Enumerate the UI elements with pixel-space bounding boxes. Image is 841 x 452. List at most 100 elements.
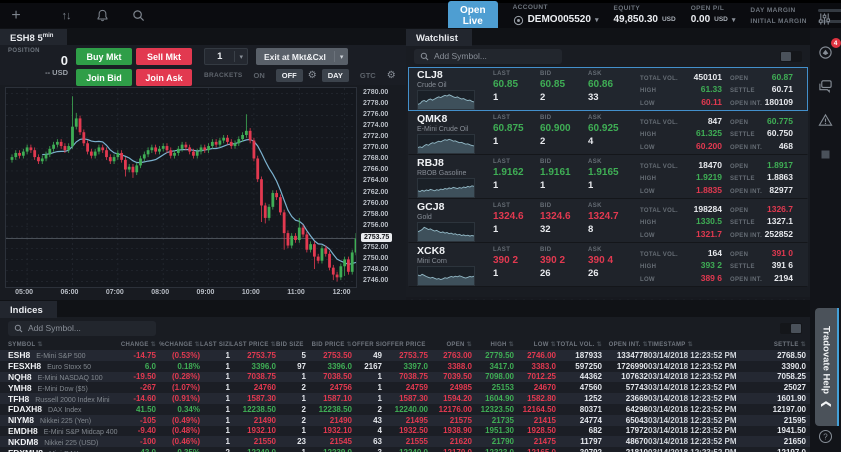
watchlist-stats-volume: TOTAL VOL. 164 HIGH 393 2 LOW 389 6	[640, 246, 730, 286]
tab-watchlist[interactable]: Watchlist	[406, 29, 472, 46]
open-live-button[interactable]: Open Live	[448, 0, 498, 31]
tab-esh8-5min[interactable]: ESH8 5min	[0, 28, 68, 46]
settings-sliders-icon[interactable]	[814, 9, 834, 29]
community-globe-icon[interactable]: 4	[816, 38, 841, 62]
timestamp-cell: 03/14/2018 12:23:52 PM	[648, 448, 766, 452]
table-row[interactable]: FDAXH8 DAX Index 41.50 0.34% 1 12238.50 2 12238…	[0, 403, 810, 415]
stat-value: 1.8863	[767, 172, 793, 183]
open-cell: 24985	[449, 383, 472, 393]
add-workspace-icon[interactable]: +	[11, 6, 21, 24]
table-row[interactable]: TFH8 Russell 2000 Index Mini -14.60 (0.91%)…	[0, 393, 810, 404]
symbol-cell: FDAXH8 DAX Index	[8, 404, 116, 414]
column-header-open-int-[interactable]: OPEN INT. ⇅	[608, 342, 648, 348]
exit-at-mkt-button[interactable]: Exit at Mkt&Cxl ▾	[256, 48, 349, 65]
column-header-open[interactable]: OPEN ⇅	[446, 342, 472, 348]
bid-size-cell: 2	[301, 383, 306, 393]
indices-view-toggle[interactable]	[780, 322, 802, 334]
column-header-change[interactable]: CHANGE ⇅	[120, 342, 156, 348]
stat-label: LOW	[640, 276, 655, 283]
watchlist-panel: Watchlist Add Symbol... CLJ8 Crude Oil LAS…	[406, 28, 810, 297]
settle-cell: 12197.00	[772, 404, 806, 414]
last-price: 1.9162	[493, 167, 524, 178]
table-row[interactable]: NIYM8 Nikkei 225 (Yen) -105 (0.49%) 1 21490 2 2…	[0, 414, 810, 426]
watchlist-row[interactable]: CLJ8 Crude Oil LAST 60.85 1 BID 60.85 2 ASK 60.86…	[408, 67, 808, 111]
stop-square-icon[interactable]	[816, 144, 836, 164]
gear-icon[interactable]: ⚙	[386, 69, 396, 81]
watchlist-row[interactable]: QMK8 E-Mini Crude Oil LAST 60.875 1 BID 60.900…	[408, 111, 808, 155]
chart-price-axis[interactable]: 2780.00 2778.00 2776.00 2774.00 2772.00 2770.…	[360, 87, 406, 288]
column-header-last-price[interactable]: LAST PRICE ⇅	[230, 342, 276, 348]
table-row[interactable]: ESH8 E-Mini S&P 500 -14.75 (0.53%) 1 2753.75 5…	[0, 350, 810, 361]
column-header-low[interactable]: LOW ⇅	[533, 342, 556, 348]
column-header-bid-price[interactable]: BID PRICE ⇅	[311, 342, 352, 348]
exit-label: Exit at Mkt&Cxl	[264, 51, 326, 62]
column-header--change[interactable]: %CHANGE ⇅	[159, 342, 200, 348]
settle-cell: 1601.90	[777, 394, 806, 404]
table-row[interactable]: NQH8 E-Mini NASDAQ 100 -19.50 (0.28%) 1 7038.…	[0, 371, 810, 383]
settle-cell: 21650	[783, 437, 806, 447]
column-header-bid-size[interactable]: BID SIZE⇅	[276, 341, 306, 348]
notifications-bell-icon[interactable]	[92, 6, 112, 26]
open-pl-readout[interactable]: OPEN P/L 0.00 USD ▾	[691, 5, 736, 26]
quantity-selector[interactable]: 1 ▾	[204, 48, 248, 65]
table-row[interactable]: FESXH8 Euro Stoxx 50 6.0 0.18% 1 3396.0 97 3396…	[0, 360, 810, 372]
low-cell: 21415	[533, 415, 556, 425]
symbol-cell: NQH8 E-Mini NASDAQ 100	[8, 372, 116, 382]
column-header-high[interactable]: HIGH ⇅	[490, 342, 514, 348]
ask-price: 390 4	[588, 255, 614, 266]
indices-add-symbol-input[interactable]: Add Symbol...	[8, 320, 156, 336]
ask-price: 1324.7	[588, 211, 619, 222]
gtc-toggle[interactable]: GTC	[359, 71, 376, 80]
watchlist-add-symbol-input[interactable]: Add Symbol...	[414, 48, 562, 64]
time-tick: 05:00	[15, 289, 34, 296]
stat-label: OPEN	[730, 76, 749, 82]
table-row[interactable]: YMH8 E-Mini Dow ($5) -267 (1.07%) 1 24760 2 247…	[0, 382, 810, 394]
alerts-warning-icon[interactable]	[816, 110, 836, 130]
table-row[interactable]: NKDM8 Nikkei 225 (USD) -100 (0.46%) 1 21550 23…	[0, 436, 810, 448]
candlestick-chart[interactable]: 2780.00 2778.00 2776.00 2774.00 2772.00 2770.…	[0, 85, 406, 300]
column-header-symbol[interactable]: SYMBOL ⇅	[8, 342, 43, 348]
account-selector[interactable]: ACCOUNT DEMO005520 ▾	[513, 5, 599, 26]
watchlist-row[interactable]: XCK8 Mini Corn LAST 390 2 1 BID 390 2 26 ASK 390 …	[408, 243, 808, 287]
timestamp-cell: 03/14/2018 12:23:52 PM	[648, 394, 737, 404]
brackets-off-toggle[interactable]: OFF	[275, 69, 303, 82]
watchlist-view-toggle[interactable]	[780, 50, 802, 62]
chat-icon[interactable]	[816, 76, 836, 96]
table-row[interactable]: FDXMH8Mini-DAX43.00.35%212240.0112239.03…	[0, 447, 810, 452]
day-toggle[interactable]: DAY	[321, 69, 349, 82]
column-header-timestamp[interactable]: TIMESTAMP ⇅	[648, 342, 693, 348]
help-question-icon[interactable]: ?	[815, 426, 835, 446]
search-icon[interactable]	[128, 6, 148, 26]
watchlist-bid-cell: BID 60.85 2	[540, 70, 588, 110]
column-header-total-vol-[interactable]: TOTAL VOL. ⇅	[556, 342, 602, 348]
stat-value: 1.8917	[767, 160, 793, 170]
column-header-offer-price[interactable]: OFFER PRICE⇅	[382, 341, 428, 348]
chevron-down-icon: ▾	[239, 53, 243, 61]
sell-mkt-button[interactable]: Sell Mkt	[136, 48, 192, 65]
indices-table-header[interactable]: SYMBOL⇅ CHANGE⇅%CHANGE⇅LAST SIZE⇅LAST PRI…	[0, 339, 810, 350]
table-row[interactable]: EMDH8 E-Mini S&P Midcap 400 -9.40 (0.48%) 1 1…	[0, 425, 810, 437]
buy-mkt-button[interactable]: Buy Mkt	[76, 48, 132, 65]
open-int-cell: 17972	[625, 426, 648, 436]
gear-icon[interactable]: ⚙	[307, 69, 317, 81]
watchlist-row[interactable]: RBJ8 RBOB Gasoline LAST 1.9162 1 BID 1.9161 1 AS…	[408, 155, 808, 199]
transfer-arrows-icon[interactable]: ↑↓	[61, 9, 72, 22]
column-header-settle[interactable]: SETTLE ⇅	[773, 342, 806, 348]
join-bid-button[interactable]: Join Bid	[76, 69, 132, 86]
total-vol-cell: 80371	[579, 404, 602, 414]
tab-indices[interactable]: Indices	[0, 301, 57, 318]
chart-time-axis[interactable]: 05:00 06:00 07:00 08:00 09:00 10:00 11:00 12:00	[5, 289, 357, 300]
column-header-offer-size[interactable]: OFFER SIZE⇅	[352, 342, 382, 348]
watchlist-row[interactable]: GCJ8 Gold LAST 1324.6 1 BID 1324.6 32 ASK 1324.7 8…	[408, 199, 808, 243]
sort-icon: ⇅	[596, 342, 602, 348]
tradovate-help-tab[interactable]: Tradovate Help ❮	[815, 308, 839, 426]
chevron-down-icon: ▾	[594, 16, 599, 24]
stat-label: OPEN	[730, 252, 749, 258]
watchlist-ask-cell: ASK 390 4 26	[588, 246, 640, 286]
join-ask-button[interactable]: Join Ask	[136, 69, 192, 86]
brackets-on-toggle[interactable]: ON	[253, 71, 265, 80]
last-price-cell: 12238.50	[242, 404, 276, 414]
watchlist-last-cell: LAST 1324.6 1	[493, 202, 540, 242]
column-header-last-size[interactable]: LAST SIZE⇅	[200, 342, 230, 348]
top-bar: + ↑↓ Open Live ACCOUNT DEMO005520 ▾ EQUI…	[0, 0, 841, 31]
